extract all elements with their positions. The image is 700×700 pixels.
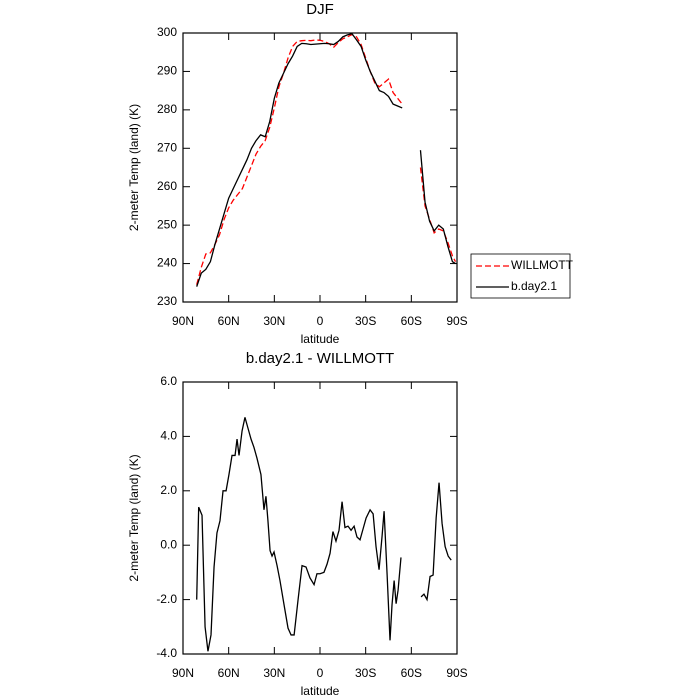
x-tick-label: 0 bbox=[317, 314, 324, 328]
x-axis-title: latitude bbox=[301, 684, 340, 698]
x-tick-label: 60N bbox=[218, 314, 240, 328]
x-tick-label: 0 bbox=[317, 666, 324, 680]
y-tick-label: -4.0 bbox=[156, 646, 177, 660]
y-tick-label: 270 bbox=[157, 140, 177, 154]
y-tick-label: 300 bbox=[157, 25, 177, 39]
x-tick-label: 90N bbox=[172, 314, 194, 328]
y-tick-label: 240 bbox=[157, 256, 177, 270]
chart-title: b.day2.1 - WILLMOTT bbox=[246, 350, 394, 367]
x-tick-label: 90S bbox=[446, 666, 467, 680]
y-axis-title: 2-meter Temp (land) (K) bbox=[127, 104, 141, 231]
x-tick-label: 30N bbox=[263, 314, 285, 328]
x-axis-title: latitude bbox=[301, 332, 340, 346]
x-tick-label: 30S bbox=[355, 666, 376, 680]
y-tick-label: 290 bbox=[157, 64, 177, 78]
y-tick-label: -2.0 bbox=[156, 592, 177, 606]
x-tick-label: 90N bbox=[172, 666, 194, 680]
plot-frame bbox=[182, 32, 458, 303]
y-tick-label: 2.0 bbox=[160, 483, 177, 497]
y-tick-label: 0.0 bbox=[160, 537, 177, 551]
y-tick-label: 4.0 bbox=[160, 429, 177, 443]
x-tick-label: 60S bbox=[401, 314, 422, 328]
y-tick-label: 250 bbox=[157, 217, 177, 231]
x-tick-label: 90S bbox=[446, 314, 467, 328]
y-tick-label: 260 bbox=[157, 179, 177, 193]
legend-label: WILLMOTT bbox=[511, 258, 574, 272]
x-tick-label: 60S bbox=[401, 666, 422, 680]
x-tick-label: 30N bbox=[263, 666, 285, 680]
data-line bbox=[196, 417, 452, 652]
x-tick-label: 60N bbox=[218, 666, 240, 680]
chart-title: DJF bbox=[306, 1, 334, 18]
y-tick-label: 230 bbox=[157, 294, 177, 308]
legend-box bbox=[470, 253, 571, 299]
data-line bbox=[196, 33, 457, 285]
plot-frame bbox=[182, 381, 458, 655]
y-tick-label: 280 bbox=[157, 102, 177, 116]
data-line bbox=[196, 33, 456, 287]
y-axis-title: 2-meter Temp (land) (K) bbox=[127, 454, 141, 581]
legend-label: b.day2.1 bbox=[511, 279, 557, 293]
x-tick-label: 30S bbox=[355, 314, 376, 328]
y-tick-label: 6.0 bbox=[160, 374, 177, 388]
